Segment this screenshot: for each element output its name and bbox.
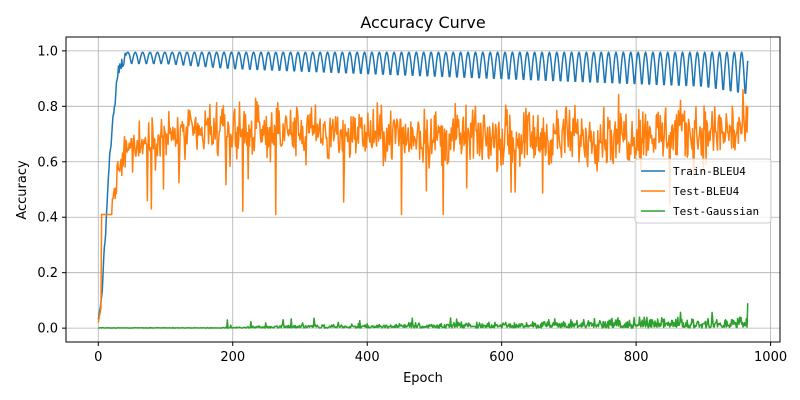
series-line-train-bleu4 [97, 51, 749, 320]
y-tick-label: 0.0 [37, 322, 58, 337]
series-lines [97, 51, 749, 329]
y-tick-label: 0.4 [37, 211, 58, 226]
y-tick-label: 1.0 [37, 44, 58, 59]
y-axis-label: Accuracy [15, 160, 30, 220]
legend-label: Test-Gaussian [673, 205, 759, 218]
legend-box [634, 158, 772, 224]
chart-title: Accuracy Curve [360, 13, 485, 32]
x-tick-label: 1000 [754, 350, 787, 365]
y-tick-label: 0.6 [37, 155, 58, 170]
legend-label: Test-BLEU4 [673, 185, 740, 198]
series-line-test-gaussian [98, 303, 749, 329]
series-line-test-bleu4 [97, 88, 749, 323]
x-tick-label: 0 [94, 350, 102, 365]
x-tick-label: 400 [355, 350, 380, 365]
legend: Train-BLEU4 Test-BLEU4 Test-Gaussian [634, 158, 772, 224]
x-tick-label: 800 [624, 350, 649, 365]
x-tick-label: 600 [489, 350, 514, 365]
y-tick-label: 0.8 [37, 100, 58, 115]
y-tick-label: 0.2 [37, 266, 58, 281]
x-axis-label: Epoch [403, 371, 443, 386]
x-tick-label: 200 [220, 350, 245, 365]
legend-label: Train-BLEU4 [673, 165, 746, 178]
plot-frame [65, 36, 781, 343]
ticks: 0 200 400 600 800 1000 0.0 0.2 0.4 0.6 0.8 1.0 [37, 44, 787, 365]
